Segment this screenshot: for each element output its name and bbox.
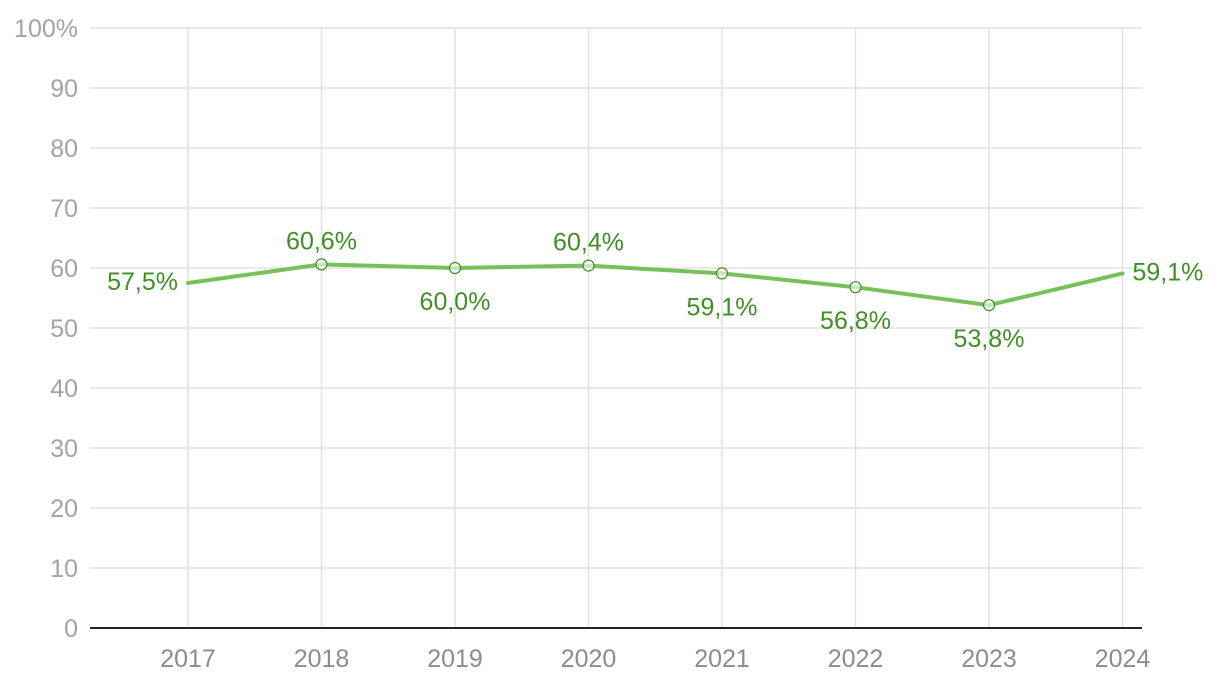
data-labels: 57,5% 60,6% 60,0% 60,4% 59,1% 56,8% 53,8% 59,1% <box>107 227 1203 353</box>
data-label: 53,8% <box>954 325 1025 353</box>
data-point-marker <box>982 299 996 312</box>
series-markers <box>315 258 996 312</box>
data-label: 57,5% <box>107 268 178 296</box>
x-tick-label: 2022 <box>828 645 884 673</box>
x-tick-label: 2019 <box>427 645 483 673</box>
vertical-gridlines <box>187 28 1124 628</box>
data-label: 60,6% <box>286 227 357 255</box>
x-tick-label: 2018 <box>294 645 350 673</box>
y-tick-label: 90 <box>50 75 78 103</box>
y-tick-label: 0 <box>64 615 78 643</box>
x-tick-label: 2023 <box>961 645 1017 673</box>
horizontal-gridlines <box>90 27 1142 569</box>
x-tick-label: 2024 <box>1095 645 1151 673</box>
data-label: 60,4% <box>553 229 624 257</box>
y-tick-label: 30 <box>50 435 78 463</box>
y-tick-label: 20 <box>50 495 78 523</box>
data-point-marker <box>448 261 462 275</box>
y-tick-label: 60 <box>50 255 78 283</box>
data-point-marker <box>582 259 595 272</box>
x-tick-label: 2020 <box>561 645 617 673</box>
y-tick-label: 50 <box>50 315 78 343</box>
x-axis-tick-labels: 2017 2018 2019 2020 2021 2022 2023 2024 <box>160 645 1150 673</box>
data-label: 59,1% <box>1133 258 1204 286</box>
y-tick-label: 10 <box>50 555 78 583</box>
y-tick-label: 100% <box>14 15 78 43</box>
x-tick-label: 2021 <box>694 645 750 673</box>
data-point-marker <box>315 258 328 271</box>
y-tick-label: 80 <box>50 135 78 163</box>
data-label: 59,1% <box>687 293 758 321</box>
data-label: 56,8% <box>820 307 891 335</box>
y-tick-label: 40 <box>50 375 78 403</box>
data-label: 60,0% <box>420 288 491 316</box>
y-axis-tick-labels: 0 10 20 30 40 50 60 70 80 90 100% <box>14 15 78 643</box>
data-point-marker <box>849 281 862 294</box>
series-line <box>186 262 1125 308</box>
data-point-marker <box>715 267 729 280</box>
x-tick-label: 2017 <box>160 645 216 673</box>
y-tick-label: 70 <box>50 195 78 223</box>
